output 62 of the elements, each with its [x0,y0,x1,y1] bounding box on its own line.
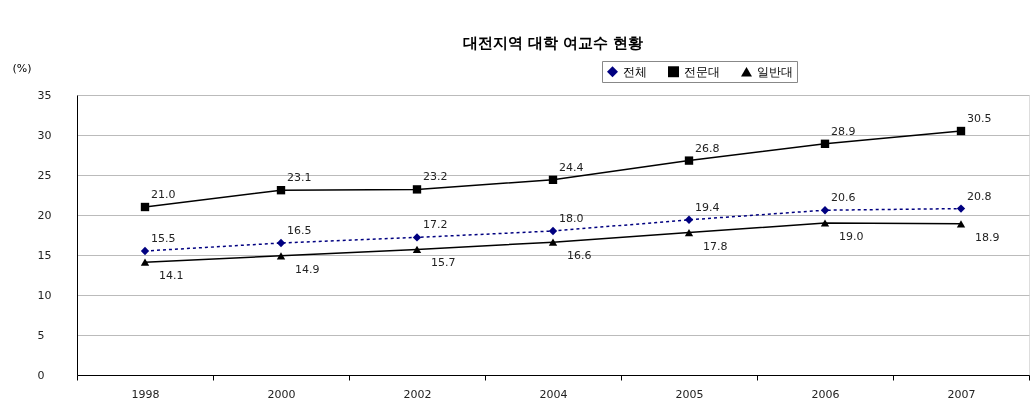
data-label: 26.8 [695,141,720,155]
y-tick-label: 0 [37,368,45,382]
y-tick-label: 35 [37,88,52,102]
data-label: 28.9 [831,124,856,138]
point [956,204,966,213]
data-label: 14.9 [295,262,320,276]
data-label: 23.2 [423,170,448,184]
point [820,206,830,215]
data-label: 23.1 [287,171,312,185]
point [276,238,286,248]
data-label: 16.6 [567,249,592,263]
point [412,233,422,242]
y-tick-label: 30 [37,128,52,142]
data-label: 14.1 [159,269,184,283]
y-tick-label: 15 [37,248,52,262]
data-label: 19.0 [839,230,864,243]
data-label: 16.5 [287,224,312,237]
data-label: 20.8 [967,189,992,203]
y-tick-label: 5 [37,328,45,342]
x-tick-label: 2006 [811,387,840,401]
data-label: 15.5 [151,232,176,245]
point [412,185,422,194]
point [820,139,830,148]
data-label: 15.7 [431,256,456,270]
point [140,246,150,256]
y-tick-label: 20 [37,208,52,222]
data-label: 24.4 [559,160,584,174]
point [548,226,558,236]
point [956,220,966,228]
point [140,202,150,212]
y-tick-label: 25 [37,168,52,182]
data-label: 18.0 [559,212,584,225]
legend-label: 전문대 [684,64,720,79]
legend-label: 일반대 [757,64,793,79]
point [684,215,694,224]
y-axis-title: (%) [12,61,32,75]
data-label: 21.0 [151,188,176,201]
x-tick-label: 2007 [947,387,976,401]
chart-title: 대전지역 대학 여교수 현황 [462,33,644,52]
legend-label: 전체 [623,64,647,79]
x-tick-label: 1998 [131,387,160,401]
point [548,238,558,246]
point [684,228,694,237]
point [276,252,286,260]
data-label: 17.2 [423,218,448,232]
point [140,258,150,266]
point [412,245,422,254]
point [548,175,558,184]
point [276,186,286,195]
point [956,126,966,136]
data-label: 19.4 [695,200,720,214]
x-tick-label: 2004 [539,387,568,401]
data-label: 18.9 [975,230,1000,244]
y-tick-label: 10 [37,288,52,302]
x-tick-label: 2002 [403,387,432,401]
data-label: 17.8 [703,239,728,253]
point [820,219,830,227]
point [684,156,694,165]
x-tick-label: 2000 [267,387,296,401]
data-label: 20.6 [831,191,856,205]
data-label: 30.5 [967,112,992,125]
x-tick-label: 2005 [675,387,704,401]
